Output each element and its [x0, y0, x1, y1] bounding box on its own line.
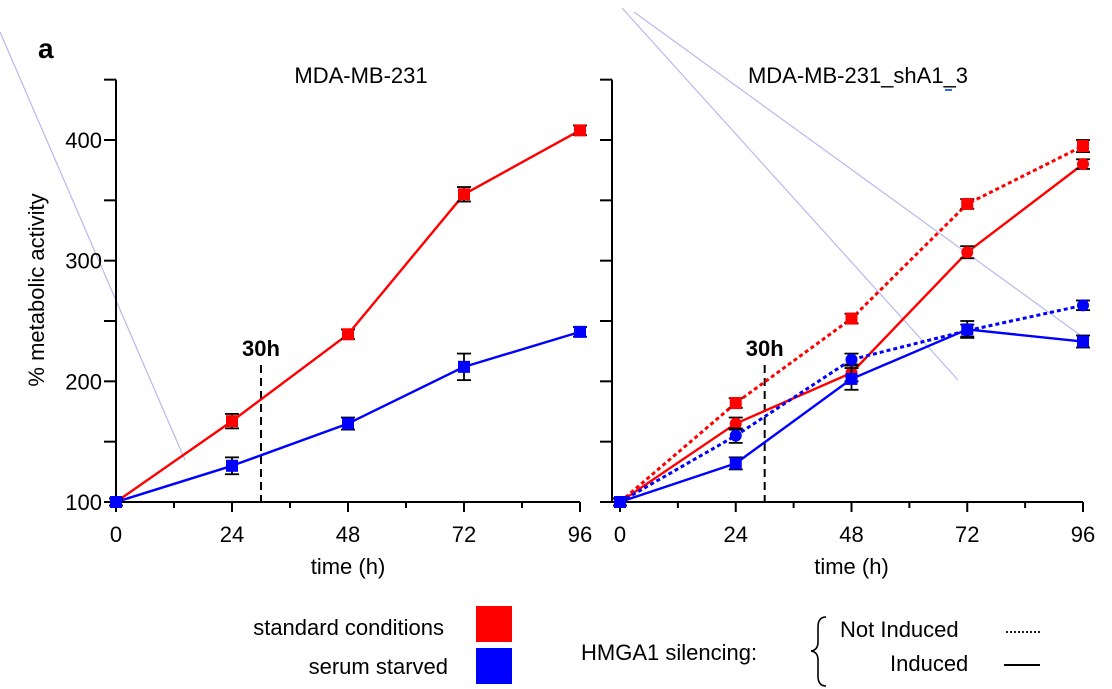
data-point: [845, 312, 858, 325]
y-axis-label: % metabolic activity: [24, 193, 49, 386]
x-tick-label: 72: [452, 522, 476, 547]
right-chart-panel: MDA-MB-231_shA1_3 0 24 48 72 96 time (h) 30h: [600, 63, 1095, 579]
x-axis-label: time (h): [311, 554, 386, 579]
x-tick-label: 96: [568, 522, 592, 547]
legend-serum-label: serum starved: [309, 654, 448, 679]
data-point: [226, 459, 238, 472]
legend-standard-swatch: [476, 606, 512, 642]
data-point: [458, 360, 470, 373]
x-tick-label: 48: [336, 522, 360, 547]
data-point: [729, 457, 742, 470]
panel-letter: a: [38, 33, 54, 64]
left-chart-panel: MDA-MB-231 100 200 300 400 0 24 48 72 96 time (h) 3…: [65, 63, 592, 579]
data-point: [729, 417, 742, 430]
legend-induced-label: Induced: [890, 651, 968, 676]
chart-title: MDA-MB-231_shA1_3: [748, 63, 968, 88]
data-point: [845, 372, 858, 385]
y-tick-label: 100: [65, 490, 102, 515]
data-point: [1077, 335, 1089, 348]
series-line: [619, 303, 1084, 504]
marker-30h-label: 30h: [242, 336, 280, 361]
legend-serum-swatch: [476, 648, 512, 684]
data-point: [961, 197, 974, 210]
data-point: [342, 328, 354, 341]
data-point: [458, 188, 470, 201]
background-artifact-lines: [0, 7, 1081, 461]
legend-silencing-label: HMGA1 silencing:: [581, 640, 757, 665]
y-tick-label: 200: [65, 369, 102, 394]
data-point: [1077, 158, 1089, 171]
series-line: [619, 163, 1084, 503]
data-point: [110, 496, 122, 508]
data-point: [729, 429, 742, 442]
data-point: [1077, 140, 1089, 153]
data-point: [342, 417, 354, 430]
legend-not-induced-label: Not Induced: [840, 617, 959, 642]
x-axis-label: time (h): [814, 554, 889, 579]
data-point: [1077, 299, 1089, 312]
data-point: [614, 496, 626, 508]
legend-brace: [810, 616, 827, 687]
x-tick-label: 24: [220, 522, 244, 547]
x-tick-label: 96: [1071, 522, 1095, 547]
data-point: [961, 323, 974, 336]
data-point: [845, 353, 858, 366]
x-tick-label: 0: [110, 522, 122, 547]
data-point: [961, 246, 974, 259]
silencing-legend: HMGA1 silencing: Not Induced Induced: [581, 616, 1040, 687]
data-point: [226, 415, 238, 428]
y-tick-label: 300: [65, 249, 102, 274]
x-tick-label: 48: [839, 522, 863, 547]
data-point: [574, 124, 586, 137]
condition-legend: standard conditions serum starved: [253, 606, 512, 684]
chart-title: MDA-MB-231: [294, 63, 427, 88]
y-tick-label: 400: [65, 128, 102, 153]
x-tick-label: 0: [614, 522, 626, 547]
data-point: [729, 397, 742, 410]
x-tick-label: 72: [955, 522, 979, 547]
data-point: [574, 325, 586, 338]
marker-30h-label: 30h: [746, 336, 784, 361]
x-tick-label: 24: [724, 522, 748, 547]
legend-standard-label: standard conditions: [253, 615, 444, 640]
series-line: [115, 129, 581, 503]
